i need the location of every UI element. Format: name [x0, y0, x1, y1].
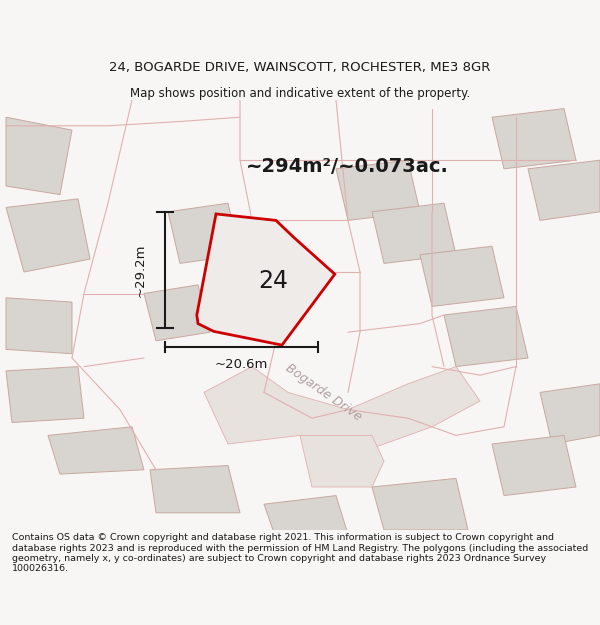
Polygon shape — [168, 203, 240, 263]
Polygon shape — [6, 199, 90, 272]
Text: 24: 24 — [258, 269, 288, 292]
Text: ~20.6m: ~20.6m — [215, 358, 268, 371]
Polygon shape — [48, 427, 144, 474]
Polygon shape — [492, 109, 576, 169]
Text: Map shows position and indicative extent of the property.: Map shows position and indicative extent… — [130, 88, 470, 101]
Polygon shape — [444, 306, 528, 367]
Text: Bogarde Drive: Bogarde Drive — [283, 361, 365, 424]
Polygon shape — [300, 436, 384, 487]
Text: ~29.2m: ~29.2m — [133, 243, 146, 297]
Polygon shape — [6, 118, 72, 194]
Polygon shape — [528, 160, 600, 221]
Polygon shape — [492, 436, 576, 496]
Text: ~294m²/~0.073ac.: ~294m²/~0.073ac. — [246, 157, 449, 176]
Polygon shape — [540, 384, 600, 444]
Polygon shape — [372, 478, 468, 530]
Polygon shape — [372, 203, 456, 263]
Polygon shape — [6, 298, 72, 354]
Text: Contains OS data © Crown copyright and database right 2021. This information is : Contains OS data © Crown copyright and d… — [12, 533, 588, 573]
Polygon shape — [336, 160, 420, 221]
Polygon shape — [197, 214, 335, 345]
Polygon shape — [420, 246, 504, 306]
Polygon shape — [144, 285, 210, 341]
Polygon shape — [150, 466, 240, 512]
Text: 24, BOGARDE DRIVE, WAINSCOTT, ROCHESTER, ME3 8GR: 24, BOGARDE DRIVE, WAINSCOTT, ROCHESTER,… — [109, 61, 491, 74]
Polygon shape — [204, 367, 480, 452]
Polygon shape — [264, 496, 348, 539]
Polygon shape — [6, 367, 84, 423]
